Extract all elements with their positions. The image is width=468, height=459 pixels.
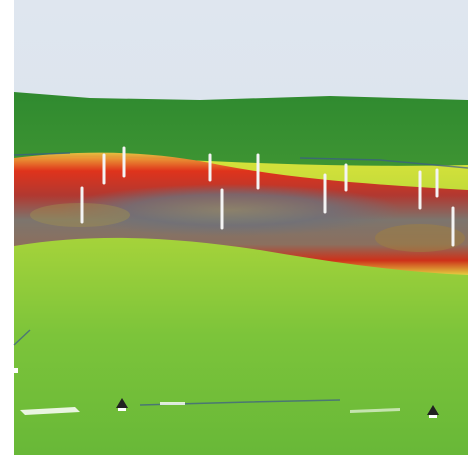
heat-spot (30, 203, 130, 227)
road (13, 152, 71, 156)
heat-core (60, 184, 400, 236)
turbines (80, 146, 455, 247)
heat-spot (375, 224, 465, 252)
marker-base (429, 415, 437, 418)
feature (350, 408, 400, 413)
marker-base (118, 408, 126, 411)
feature (20, 407, 80, 415)
ground-features (14, 368, 400, 415)
markers (116, 398, 439, 418)
road (13, 329, 31, 346)
marker (116, 398, 128, 408)
road (299, 157, 468, 169)
feature (14, 368, 18, 373)
marker (427, 405, 439, 415)
feature (160, 402, 185, 405)
